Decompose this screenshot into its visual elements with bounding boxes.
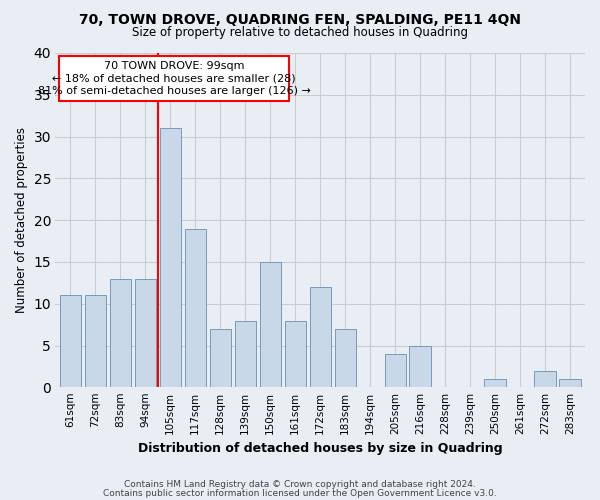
Text: Contains public sector information licensed under the Open Government Licence v3: Contains public sector information licen… bbox=[103, 490, 497, 498]
Bar bbox=[310, 287, 331, 388]
Text: Contains HM Land Registry data © Crown copyright and database right 2024.: Contains HM Land Registry data © Crown c… bbox=[124, 480, 476, 489]
Bar bbox=[85, 296, 106, 388]
Bar bbox=[185, 228, 206, 388]
Bar bbox=[409, 346, 431, 388]
Bar bbox=[235, 320, 256, 388]
Bar bbox=[134, 278, 156, 388]
Bar bbox=[535, 370, 556, 388]
FancyBboxPatch shape bbox=[59, 56, 289, 102]
X-axis label: Distribution of detached houses by size in Quadring: Distribution of detached houses by size … bbox=[138, 442, 502, 455]
Bar bbox=[260, 262, 281, 388]
Bar bbox=[335, 329, 356, 388]
Bar bbox=[284, 320, 306, 388]
Bar bbox=[484, 379, 506, 388]
Text: Size of property relative to detached houses in Quadring: Size of property relative to detached ho… bbox=[132, 26, 468, 39]
Bar bbox=[110, 278, 131, 388]
Bar bbox=[385, 354, 406, 388]
Bar bbox=[60, 296, 81, 388]
Text: 70 TOWN DROVE: 99sqm: 70 TOWN DROVE: 99sqm bbox=[104, 62, 244, 72]
Bar bbox=[160, 128, 181, 388]
Y-axis label: Number of detached properties: Number of detached properties bbox=[15, 127, 28, 313]
Bar bbox=[209, 329, 231, 388]
Text: 81% of semi-detached houses are larger (126) →: 81% of semi-detached houses are larger (… bbox=[38, 86, 310, 97]
Text: 70, TOWN DROVE, QUADRING FEN, SPALDING, PE11 4QN: 70, TOWN DROVE, QUADRING FEN, SPALDING, … bbox=[79, 12, 521, 26]
Text: ← 18% of detached houses are smaller (28): ← 18% of detached houses are smaller (28… bbox=[52, 74, 296, 84]
Bar bbox=[559, 379, 581, 388]
